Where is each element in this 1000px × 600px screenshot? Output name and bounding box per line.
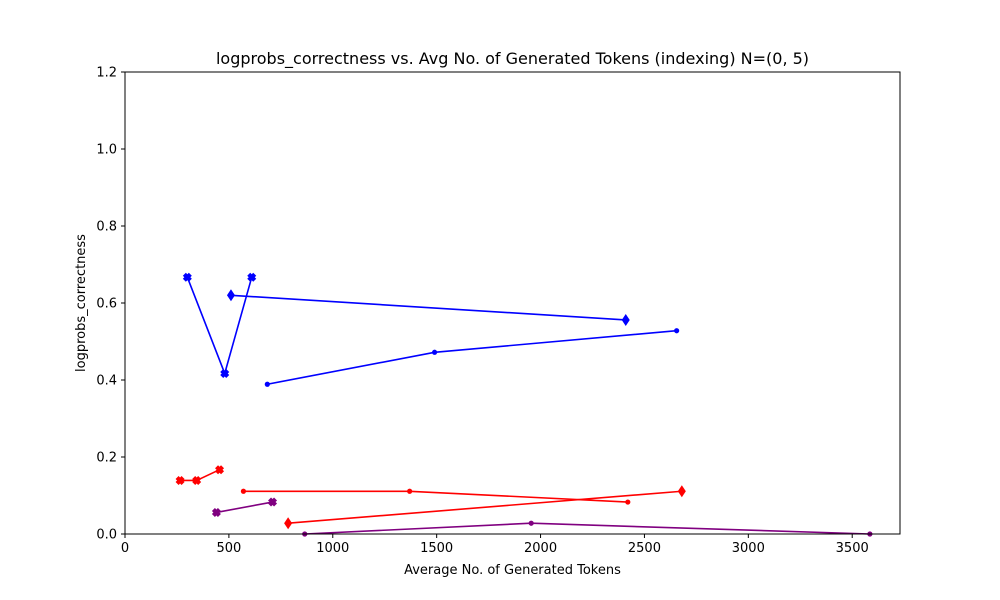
x-tick-label: 3500 [836,541,869,556]
x-tick-label: 2000 [524,541,557,556]
x-tick-label: 1000 [316,541,349,556]
data-point-x [211,507,221,517]
x-axis-label: Average No. of Generated Tokens [404,563,621,578]
x-tick-label: 0 [121,541,129,556]
y-tick-label: 0.6 [96,297,117,312]
data-point-dot [625,499,631,505]
plot-frame [124,71,901,535]
data-point-diamond [621,313,630,326]
series-line [267,329,677,386]
data-point-dot [674,328,680,334]
series-layer [175,272,873,537]
chart-title: logprobs_correctness vs. Avg No. of Gene… [216,49,809,69]
data-point-dot [407,488,413,494]
data-point-x [268,497,278,507]
data-point-diamond [284,517,293,530]
data-point-x [192,475,202,485]
y-tick-label: 0.8 [96,220,117,235]
x-ticks: 0 500 1000 1500 2000 2500 3000 3500 [121,534,869,556]
y-axis-label: logprobs_correctness [74,234,89,372]
series-line [288,490,682,525]
y-tick-label: 1.0 [96,143,117,158]
x-tick-label: 2500 [628,541,661,556]
data-point-diamond [226,289,235,302]
series-line [186,276,253,376]
x-tick-label: 1500 [420,541,453,556]
y-tick-label: 0.2 [96,451,117,466]
data-point-dot [431,349,438,355]
series-line [304,522,870,535]
data-point-dot [240,488,247,494]
data-point-x [182,272,192,282]
data-point-diamond [677,485,686,498]
x-tick-label: 500 [216,541,241,556]
x-tick-label: 3000 [732,541,765,556]
y-tick-label: 0.0 [96,528,117,543]
series-line [216,501,273,514]
y-ticks: 0.0 0.2 0.4 0.6 0.8 1.0 1.2 [96,66,125,543]
series-line [230,294,626,321]
data-point-x [247,272,257,282]
data-point-dot [264,381,270,387]
y-tick-label: 1.2 [96,66,117,81]
y-tick-label: 0.4 [96,374,117,389]
data-point-x [220,368,230,378]
data-point-x [215,465,225,475]
data-point-dot [528,520,534,526]
data-point-x [175,475,185,485]
